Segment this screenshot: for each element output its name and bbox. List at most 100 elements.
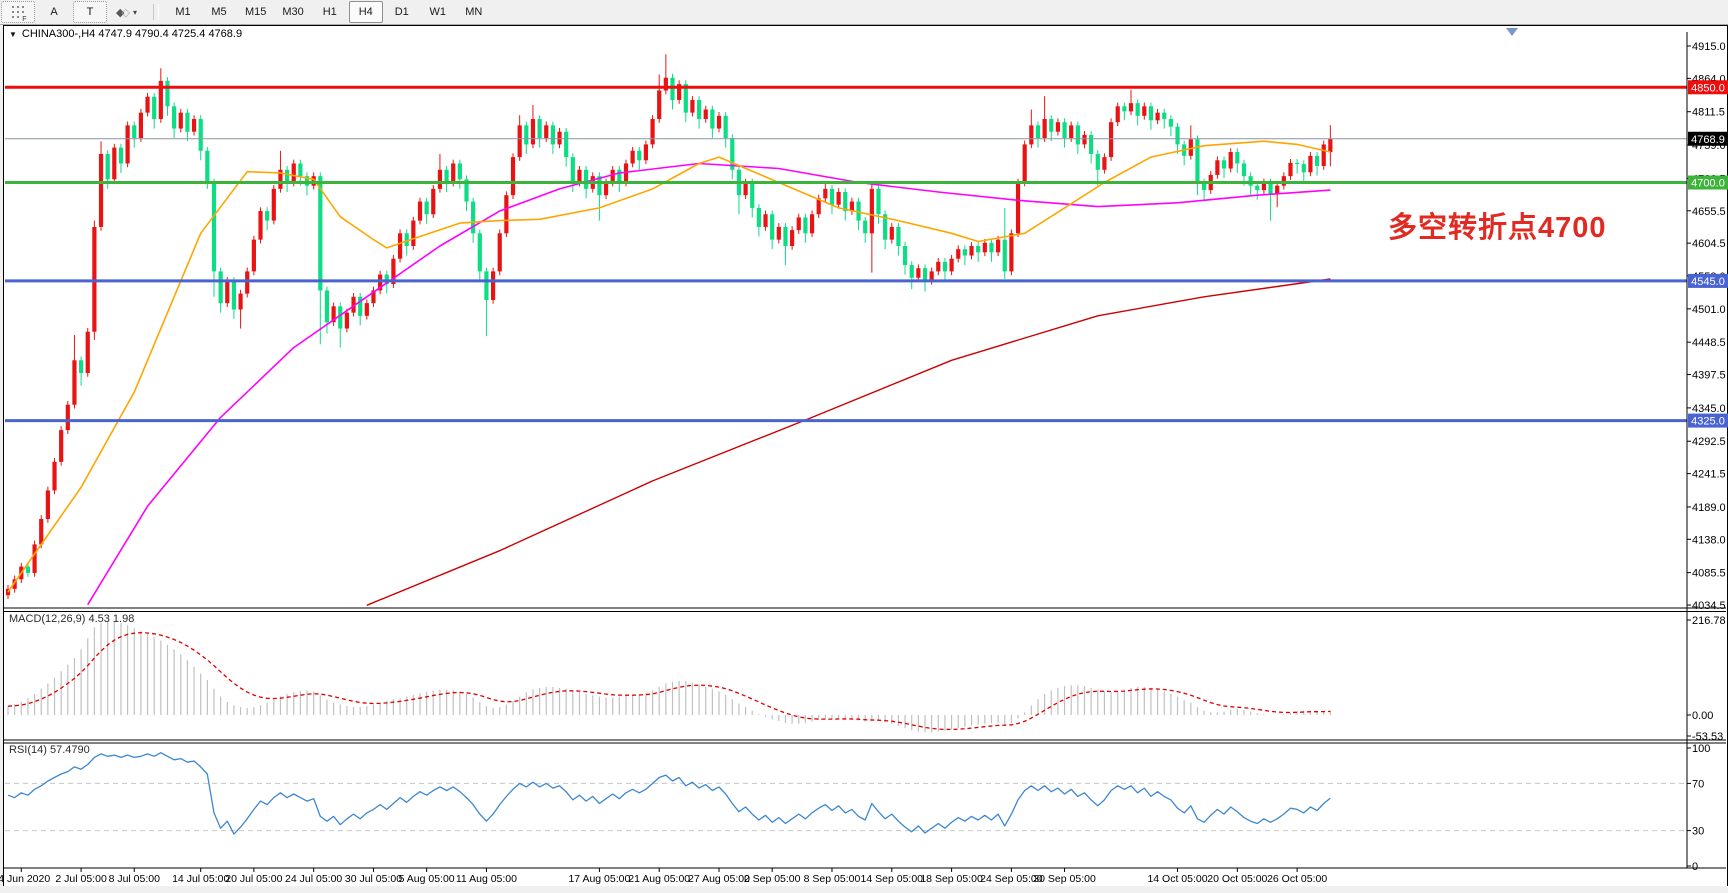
candle-body: [1301, 164, 1306, 173]
price-badge-label: 4768.9: [1691, 134, 1725, 146]
candle-body: [949, 258, 954, 272]
timeframe-buttons: M1 M5 M15 M30 H1 H4 D1 W1 MN: [165, 1, 492, 23]
grid-tool-button[interactable]: F: [1, 1, 35, 23]
candle-body: [909, 265, 914, 278]
candle-body: [245, 271, 250, 294]
text-a-button[interactable]: A: [50, 6, 58, 18]
candle-body: [1089, 134, 1094, 154]
candle-body: [351, 296, 356, 313]
timeframe-button-m1[interactable]: M1: [175, 6, 191, 18]
candle-body: [544, 125, 549, 139]
candle-body: [265, 211, 270, 221]
candle-body: [982, 242, 987, 253]
price-badge-label: 4325.0: [1691, 416, 1725, 428]
candle-body: [1029, 125, 1034, 145]
candle-body: [65, 404, 70, 431]
candle-body: [696, 99, 702, 120]
timeframe-button-h1[interactable]: H1: [322, 6, 337, 18]
price-axis[interactable]: 4915.04864.04811.54759.04706.54655.54604…: [1687, 41, 1726, 873]
candle-body: [490, 271, 496, 300]
price-badge-layer: 4850.0 4700.0 4545.0 4325.0 4768.9: [1688, 80, 1728, 428]
candle-body: [670, 77, 675, 100]
candle-body: [803, 217, 808, 234]
chart-title[interactable]: ▼ CHINA300-,H4 4747.9 4790.4 4725.4 4768.…: [9, 28, 242, 40]
candle-body: [849, 201, 855, 212]
timeframe-button-h4[interactable]: H4: [348, 1, 383, 23]
candle-body: [497, 233, 502, 272]
candle-body: [929, 271, 934, 281]
time-tick-label: 20 Oct 05:00: [1207, 873, 1267, 885]
candle-body: [584, 169, 589, 189]
candle-body: [530, 119, 536, 145]
candle-body: [371, 290, 376, 304]
candle-body: [564, 131, 569, 158]
candle-body: [417, 201, 423, 221]
candle-body: [25, 566, 31, 573]
time-tick-label: 21 Aug 05:00: [628, 873, 690, 885]
candle-body: [1022, 144, 1027, 183]
candle-body: [829, 188, 835, 205]
annotation-text: 多空转折点4700: [1388, 212, 1607, 244]
candle-body: [298, 163, 303, 177]
timeframe-button-m15[interactable]: M15: [244, 6, 267, 18]
collapse-triangle-icon[interactable]: ▼: [9, 30, 17, 39]
timeframe-button-w1[interactable]: W1: [429, 6, 447, 18]
candle-body: [1055, 122, 1061, 132]
candle-body: [211, 182, 217, 272]
candle-body: [1268, 182, 1273, 194]
candle-body: [730, 138, 735, 170]
candle-body: [796, 217, 801, 231]
candle-body: [889, 226, 894, 240]
price-tick-label: 4811.5: [1692, 107, 1725, 119]
candle-body: [809, 214, 815, 234]
candle-body: [942, 261, 948, 272]
time-tick-label: 14 Jul 05:00: [172, 873, 229, 885]
candle-body: [138, 112, 143, 139]
price-badge: [1688, 413, 1728, 428]
candle-body: [5, 588, 11, 596]
candle-body: [411, 220, 416, 246]
candle-body: [823, 188, 828, 199]
candle-body: [338, 306, 343, 329]
candle-body: [537, 119, 542, 139]
candle-body: [716, 115, 722, 129]
time-tick-label: 24 Jun 2020: [0, 873, 50, 885]
candle-body: [976, 245, 981, 253]
candle-body: [1195, 139, 1200, 183]
price-badge-label: 4850.0: [1691, 82, 1725, 94]
price-tick-label: 4448.5: [1692, 337, 1726, 349]
frame-layer: [4, 32, 1726, 869]
price-badge-label: 4700.0: [1691, 178, 1725, 190]
candle-body: [1202, 182, 1207, 191]
candle-body: [962, 249, 967, 256]
candle-body: [1108, 122, 1114, 158]
candle-body: [477, 233, 482, 272]
time-axis[interactable]: 24 Jun 2020 2 Jul 05:008 Jul 05:00 14 Jul …: [0, 868, 1327, 885]
candle-body: [358, 296, 363, 316]
candle-body: [78, 360, 84, 373]
timeframe-button-m30[interactable]: M30: [282, 6, 304, 18]
candle-body: [1275, 185, 1280, 194]
candle-body: [1128, 103, 1134, 112]
candle-body: [517, 125, 522, 158]
candle-body: [1135, 103, 1140, 116]
time-tick-label: 27 Aug 05:00: [688, 873, 750, 885]
candle-body: [637, 150, 642, 161]
candle-body: [750, 182, 755, 208]
candle-body: [205, 150, 210, 183]
timeframe-button-m5[interactable]: M5: [211, 6, 227, 18]
toolbar-grip: [152, 4, 159, 20]
time-tick-label: 20 Jul 05:00: [225, 873, 282, 885]
timeframe-button-mn[interactable]: MN: [465, 6, 483, 18]
chart-shift-marker-icon[interactable]: [1506, 28, 1518, 36]
timeframe-button-d1[interactable]: D1: [394, 6, 409, 18]
candle-body: [876, 188, 881, 215]
candle-body: [510, 157, 516, 196]
text-t-button[interactable]: T: [73, 1, 107, 23]
candle-body: [278, 169, 283, 189]
macd-label: MACD(12,26,9) 4.53 1.98: [9, 613, 135, 625]
arrows-tool-button[interactable]: ◆ ◇ ▾: [109, 1, 144, 23]
candle-body: [198, 119, 203, 151]
candle-body: [444, 169, 449, 183]
